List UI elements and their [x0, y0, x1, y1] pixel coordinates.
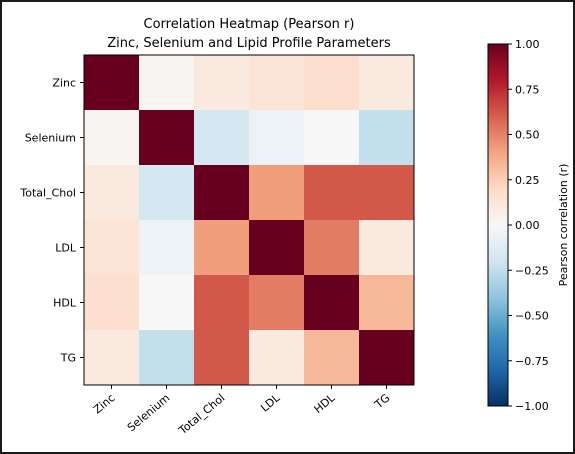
- colorbar-tick-label: −0.25: [515, 264, 549, 277]
- heatmap-cell-hdl-ldl: [249, 275, 304, 330]
- heatmap-cell-zinc-total-chol: [194, 55, 249, 110]
- heatmap-cell-ldl-total-chol: [194, 220, 249, 275]
- colorbar-tick-label: 1.00: [515, 38, 540, 51]
- x-tick-labels: Zinc Selenium Total_Chol LDL HDL TG: [91, 385, 392, 438]
- x-tick-label: Zinc: [91, 391, 117, 416]
- chart-subtitle: Zinc, Selenium and Lipid Profile Paramet…: [107, 36, 391, 51]
- heatmap-cell-total-chol-selenium: [139, 165, 194, 220]
- y-tick-label: Selenium: [25, 132, 76, 145]
- heatmap-cell-tg-tg: [359, 330, 414, 385]
- heatmap-cell-ldl-selenium: [139, 220, 194, 275]
- colorbar-ticks: 1.00 0.75 0.50 0.25 0.00 −0.25 −0.50 −0.75 −1.00: [508, 38, 549, 413]
- colorbar-tick-label: −1.00: [515, 400, 549, 413]
- y-tick-label: Total_Chol: [19, 187, 76, 200]
- colorbar: [487, 43, 509, 407]
- x-tick-label: HDL: [312, 391, 339, 416]
- heatmap-cell-total-chol-total-chol: [194, 165, 249, 220]
- colorbar-tick-label: 0.25: [515, 174, 540, 187]
- heatmap-cell-hdl-total-chol: [194, 275, 249, 330]
- colorbar-tick-label: 0.50: [515, 129, 540, 142]
- heatmap-cell-ldl-tg: [359, 220, 414, 275]
- heatmap-cell-zinc-tg: [359, 55, 414, 110]
- colorbar-tick-label: −0.50: [515, 310, 549, 323]
- heatmap-cell-zinc-hdl: [304, 55, 359, 110]
- x-tick-label: Selenium: [125, 391, 173, 434]
- heatmap-cell-ldl-ldl: [249, 220, 304, 275]
- heatmap-cell-selenium-tg: [359, 110, 414, 165]
- heatmap-cells: [84, 55, 414, 385]
- y-tick-label: HDL: [53, 297, 77, 310]
- x-tick-label: Total_Chol: [176, 391, 228, 437]
- heatmap-cell-tg-total-chol: [194, 330, 249, 385]
- heatmap-cell-selenium-selenium: [139, 110, 194, 165]
- heatmap-cell-tg-selenium: [139, 330, 194, 385]
- heatmap-cell-selenium-hdl: [304, 110, 359, 165]
- heatmap-cell-tg-zinc: [84, 330, 139, 385]
- heatmap-cell-selenium-zinc: [84, 110, 139, 165]
- heatmap-cell-selenium-ldl: [249, 110, 304, 165]
- heatmap-cell-ldl-zinc: [84, 220, 139, 275]
- heatmap-cell-zinc-selenium: [139, 55, 194, 110]
- heatmap-cell-total-chol-hdl: [304, 165, 359, 220]
- heatmap-cell-hdl-zinc: [84, 275, 139, 330]
- heatmap-cell-tg-hdl: [304, 330, 359, 385]
- x-tick-label: TG: [372, 391, 393, 411]
- heatmap-cell-total-chol-tg: [359, 165, 414, 220]
- heatmap-border: [83, 54, 415, 386]
- heatmap-cell-hdl-selenium: [139, 275, 194, 330]
- y-tick-label: Zinc: [52, 77, 76, 90]
- x-tick-label: LDL: [258, 391, 283, 415]
- colorbar-label: Pearson correlation (r): [557, 164, 570, 287]
- heatmap-cell-selenium-total-chol: [194, 110, 249, 165]
- y-tick-label: LDL: [55, 242, 77, 255]
- colorbar-tick-label: 0.00: [515, 219, 540, 232]
- heatmap-cell-total-chol-zinc: [84, 165, 139, 220]
- heatmap-cell-hdl-hdl: [304, 275, 359, 330]
- y-tick-labels: Zinc Selenium Total_Chol LDL HDL TG: [19, 77, 84, 365]
- heatmap-cell-zinc-zinc: [84, 55, 139, 110]
- colorbar-tick-label: −0.75: [515, 355, 549, 368]
- chart-title: Correlation Heatmap (Pearson r): [144, 17, 355, 32]
- heatmap-cell-tg-ldl: [249, 330, 304, 385]
- heatmap-cell-hdl-tg: [359, 275, 414, 330]
- heatmap-cell-zinc-ldl: [249, 55, 304, 110]
- heatmap-cell-total-chol-ldl: [249, 165, 304, 220]
- colorbar-tick-label: 0.75: [515, 83, 540, 96]
- y-tick-label: TG: [60, 352, 76, 365]
- heatmap-cell-ldl-hdl: [304, 220, 359, 275]
